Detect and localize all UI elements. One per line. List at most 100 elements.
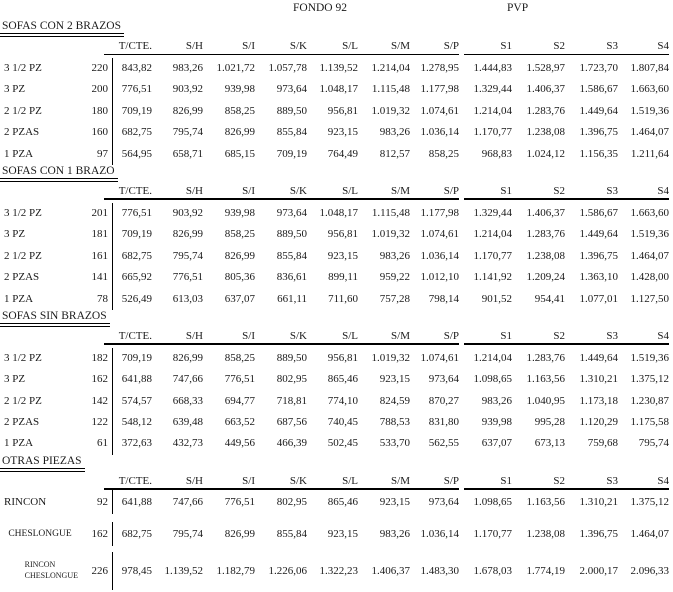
price-cell: 1.115,48 (371, 206, 410, 219)
header-underline-left (104, 53, 459, 55)
column-header-row: T/CTE. S/H S/I S/K S/L S/M S/P S1 S2 S3 S4 (0, 184, 673, 200)
price-cell: 1.238,08 (526, 126, 566, 139)
row-label: 3 1/2 PZ (4, 206, 42, 219)
row-size: 181 (91, 228, 109, 241)
price-cell: 641,88 (112, 489, 152, 514)
pvp-label: PVP (507, 2, 529, 14)
price-cell: 1.019,32 (371, 228, 411, 241)
price-cell: 995,28 (534, 416, 565, 429)
price-cell: 1.012,10 (420, 271, 460, 284)
column-header: T/CTE. (118, 474, 152, 487)
column-header: S/I (242, 329, 255, 342)
price-cell: 1.723,70 (579, 62, 619, 74)
price-cell: 1.170,77 (473, 527, 513, 540)
price-cell: 889,50 (276, 351, 307, 364)
column-header: S3 (606, 184, 618, 197)
price-cell: 1.807,84 (630, 62, 670, 74)
price-cell: 1.074,61 (420, 351, 460, 364)
column-header: S/M (391, 184, 410, 197)
price-cell: 718,81 (276, 394, 307, 407)
price-cell: 637,07 (224, 292, 255, 305)
price-cell: 1.363,10 (579, 271, 619, 284)
column-header: S/M (391, 329, 410, 342)
table-row: 2 PZAS 160 682,75 795,74 826,99 855,84 923,15 9… (0, 122, 673, 144)
price-cell: 1.214,04 (473, 351, 513, 364)
price-cell: 2.000,17 (579, 564, 619, 577)
table-row: 3 PZ 181 709,19 826,99 858,25 889,50 956,81 1.0… (0, 224, 673, 246)
price-cell: 1.141,92 (473, 271, 513, 284)
table-rows: RINCON 92 641,88 747,66 776,51 802,95 865,46 92… (0, 489, 673, 590)
price-cell: 682,75 (112, 521, 152, 546)
price-cell: 562,55 (428, 437, 459, 450)
column-header: S/L (342, 474, 358, 487)
price-cell: 923,15 (327, 126, 358, 139)
price-cell: 923,15 (327, 527, 358, 540)
price-cell: 983,26 (172, 62, 203, 74)
price-cell: 1.019,32 (371, 351, 411, 364)
column-header: S/K (289, 184, 307, 197)
column-header: S/M (391, 474, 410, 487)
price-cell: 1.163,56 (526, 495, 566, 508)
price-cell: 1.019,32 (371, 104, 411, 117)
price-cell: 802,95 (276, 373, 307, 386)
price-cell: 831,80 (428, 416, 459, 429)
row-label: 1 PZA (4, 147, 34, 160)
row-size: 162 (91, 527, 109, 540)
price-cell: 978,45 (112, 551, 152, 590)
column-header-row: T/CTE. S/H S/I S/K S/L S/M S/P S1 S2 S3 S4 (0, 40, 673, 55)
row-label: 3 PZ (4, 228, 26, 241)
row-label: 1 PZA (4, 437, 34, 450)
price-cell: 776,51 (112, 79, 152, 101)
column-header: S/I (242, 40, 255, 52)
price-cell: 956,81 (327, 228, 358, 241)
table-row: 3 1/2 PZ 201 776,51 903,92 939,98 973,64 1.048… (0, 202, 673, 225)
price-cell: 968,83 (481, 147, 512, 160)
column-header: S/I (242, 474, 255, 487)
price-cell: 901,52 (481, 292, 512, 305)
column-header: S1 (500, 329, 512, 342)
price-cell: 1.139,52 (319, 62, 359, 74)
price-cell: 1.048,17 (319, 206, 359, 219)
price-cell: 432,73 (172, 437, 203, 450)
table-row: 2 PZAS 122 548,12 639,48 663,52 687,56 740,45 7… (0, 412, 673, 434)
row-label: 3 1/2 PZ (4, 62, 42, 74)
column-header: T/CTE. (118, 184, 152, 197)
price-cell: 939,98 (481, 416, 512, 429)
price-cell: 637,07 (481, 437, 512, 450)
table-row: RINCON CHESLONGUE 226 978,45 1.139,52 1.182,7… (0, 551, 673, 590)
column-header: S/P (443, 184, 459, 197)
price-cell: 764,49 (327, 147, 358, 160)
price-cell: 526,49 (112, 288, 152, 310)
price-cell: 973,64 (428, 495, 459, 508)
price-cell: 855,84 (276, 249, 307, 262)
price-cell: 1.098,65 (473, 495, 513, 508)
price-cell: 1.036,14 (420, 527, 460, 540)
price-cell: 1.170,77 (473, 126, 513, 139)
row-label: 2 1/2 PZ (4, 104, 42, 117)
fondo-label: FONDO 92 (293, 2, 347, 14)
price-cell: 1.449,64 (579, 104, 619, 117)
price-cell: 1.209,24 (526, 271, 566, 284)
price-cell: 709,19 (112, 224, 152, 246)
price-cell: 661,11 (277, 292, 307, 305)
price-cell: 956,81 (327, 351, 358, 364)
column-header: S4 (657, 40, 669, 52)
price-cell: 798,14 (428, 292, 459, 305)
price-cell: 1.774,19 (526, 564, 566, 577)
row-size: 92 (97, 495, 108, 508)
row-size: 180 (91, 104, 109, 117)
price-cell: 1.449,64 (579, 351, 619, 364)
price-cell: 865,46 (327, 373, 358, 386)
column-header: S/H (185, 40, 203, 52)
price-cell: 694,77 (224, 394, 255, 407)
price-cell: 663,52 (224, 416, 255, 429)
price-cell: 641,88 (112, 369, 152, 391)
column-header: S1 (500, 184, 512, 197)
price-cell: 776,51 (172, 271, 203, 284)
row-label: RINCON CHESLONGUE (24, 560, 78, 580)
price-cell: 899,11 (328, 271, 358, 284)
price-cell: 1.074,61 (420, 228, 460, 241)
table-rows: 3 1/2 PZ 220 843,82 983,26 1.021,72 1.057,78 1… (0, 58, 673, 165)
price-cell: 1.663,60 (630, 83, 670, 96)
price-cell: 923,15 (379, 373, 410, 386)
